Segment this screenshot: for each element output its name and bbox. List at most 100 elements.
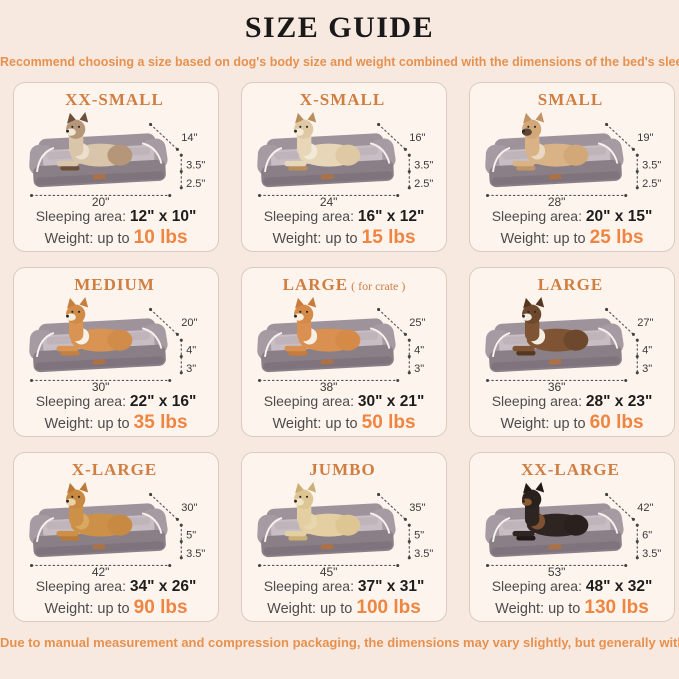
dimension-dot <box>605 122 609 126</box>
size-card: X-SMALL <box>241 82 447 252</box>
dog-illustration <box>512 296 589 356</box>
dimension-dot <box>635 371 639 375</box>
dimension-dot <box>179 169 183 174</box>
brand-tag <box>92 359 106 365</box>
dog-paw-back <box>516 165 536 171</box>
dimension-dot <box>168 193 172 198</box>
depth-dimension-line <box>149 308 179 335</box>
dog-haunch <box>107 144 133 166</box>
dimension-dot <box>635 556 639 560</box>
weight-label: Weight: up to <box>500 231 586 247</box>
sleeping-area-line: Sleeping area: 16" x 12" <box>264 207 425 226</box>
size-card: MEDIUM <box>13 267 219 437</box>
dimension-dot <box>485 563 490 568</box>
dimension-dot <box>635 153 639 157</box>
dog-nose <box>522 499 525 503</box>
dog-haunch <box>563 514 589 536</box>
dimension-annotations: 42" 6" 3.5" 53" <box>485 492 661 577</box>
dimension-dot <box>377 307 381 311</box>
card-title: X-LARGE <box>72 460 160 481</box>
dimension-annotations: 19" 3.5" 2.5" 28" <box>485 122 661 207</box>
sleeping-area-label: Sleeping area: <box>35 578 126 594</box>
sleeping-area-value: 37" x 31" <box>357 578 425 595</box>
dog-eye-right <box>77 310 81 313</box>
size-name-suffix: ( for crate ) <box>351 279 406 293</box>
dog-haunch <box>335 329 361 351</box>
dimension-dot <box>635 523 639 527</box>
depth-label: 35" <box>409 502 425 514</box>
bolster-height-label: 3.5" <box>642 160 661 172</box>
dimension-dot <box>179 556 183 560</box>
dimension-dot <box>179 523 183 527</box>
dog-eye-right <box>305 310 309 313</box>
weight-value: 10 lbs <box>133 227 188 248</box>
dimension-annotations: 14" 3.5" 2.5" 20" <box>29 122 205 207</box>
weight-line: Weight: up to 10 lbs <box>44 226 187 251</box>
brand-tag <box>320 359 334 365</box>
dog-paw-front <box>284 345 307 352</box>
bed-illustration: 25" 4" 3" 38" <box>257 296 426 392</box>
sleeping-area-label: Sleeping area: <box>263 208 354 224</box>
depth-label: 14" <box>181 132 197 144</box>
dimension-annotations: 25" 4" 3" 38" <box>257 307 426 392</box>
bed-piping-right <box>597 142 619 164</box>
card-title: MEDIUM <box>74 275 158 296</box>
size-name: MEDIUM <box>74 275 155 294</box>
dog-haunch <box>563 144 589 166</box>
dog-haunch <box>107 329 133 351</box>
dog-ear-left <box>295 112 304 124</box>
base-height-label: 3" <box>414 363 424 375</box>
sleeping-area-value: 30" x 21" <box>357 393 425 410</box>
dog-paw-front <box>56 530 79 537</box>
dog-nose <box>66 129 69 133</box>
bed-piping-left <box>491 332 511 358</box>
page-header: SIZE GUIDE Recommend choosing a size bas… <box>0 0 679 70</box>
dog-illustration <box>56 481 133 541</box>
sleeping-area-line: Sleeping area: 30" x 21" <box>264 392 425 411</box>
dimension-dot <box>257 378 262 383</box>
width-label: 38" <box>320 380 338 392</box>
depth-dimension-line <box>605 123 635 150</box>
dimension-dot <box>605 307 609 311</box>
weight-value: 15 lbs <box>361 227 416 248</box>
bed-illustration: 20" 4" 3" 30" <box>29 296 198 392</box>
weight-line: Weight: up to 60 lbs <box>500 411 643 436</box>
weight-label: Weight: up to <box>44 601 130 617</box>
bed-piping-right <box>369 327 391 349</box>
dimension-dot <box>168 378 172 383</box>
bed-piping-right <box>597 512 619 534</box>
bed-piping-left <box>491 517 511 543</box>
weight-line: Weight: up to 130 lbs <box>495 596 649 621</box>
bed-piping-left <box>263 332 283 358</box>
width-label: 24" <box>320 195 338 207</box>
size-card: LARGE <box>469 267 675 437</box>
brand-tag <box>548 359 562 365</box>
base-height-label: 3.5" <box>186 548 205 560</box>
dog-illustration <box>284 481 361 541</box>
sleeping-area-value: 48" x 32" <box>585 578 653 595</box>
size-card: XX-LARGE <box>469 452 675 622</box>
dimension-dot <box>635 354 639 359</box>
dog-ear-right <box>79 111 89 123</box>
dimension-dot <box>624 378 628 383</box>
card-title: XX-SMALL <box>65 90 167 111</box>
bed-illustration: 16" 3.5" 2.5" 24" <box>257 111 433 207</box>
dog-nose <box>294 129 297 133</box>
dog-paw-front <box>284 530 307 537</box>
sleeping-area-line: Sleeping area: 12" x 10" <box>36 207 197 226</box>
dog-eye-left <box>527 125 530 128</box>
dimension-dot <box>29 378 34 383</box>
dog-eye-right <box>533 495 537 498</box>
weight-line: Weight: up to 25 lbs <box>500 226 643 251</box>
dimension-dot <box>377 122 381 126</box>
width-label: 30" <box>92 380 110 392</box>
sleeping-area-label: Sleeping area: <box>491 208 582 224</box>
dimension-dot <box>403 332 407 336</box>
dog-nose <box>522 129 525 133</box>
depth-dimension-line <box>377 493 407 520</box>
dog-paw-back <box>60 535 80 541</box>
dimension-dot <box>257 563 262 568</box>
dog-eye-left <box>527 310 530 313</box>
dimension-dot <box>635 539 639 544</box>
dimension-dot <box>396 378 400 383</box>
